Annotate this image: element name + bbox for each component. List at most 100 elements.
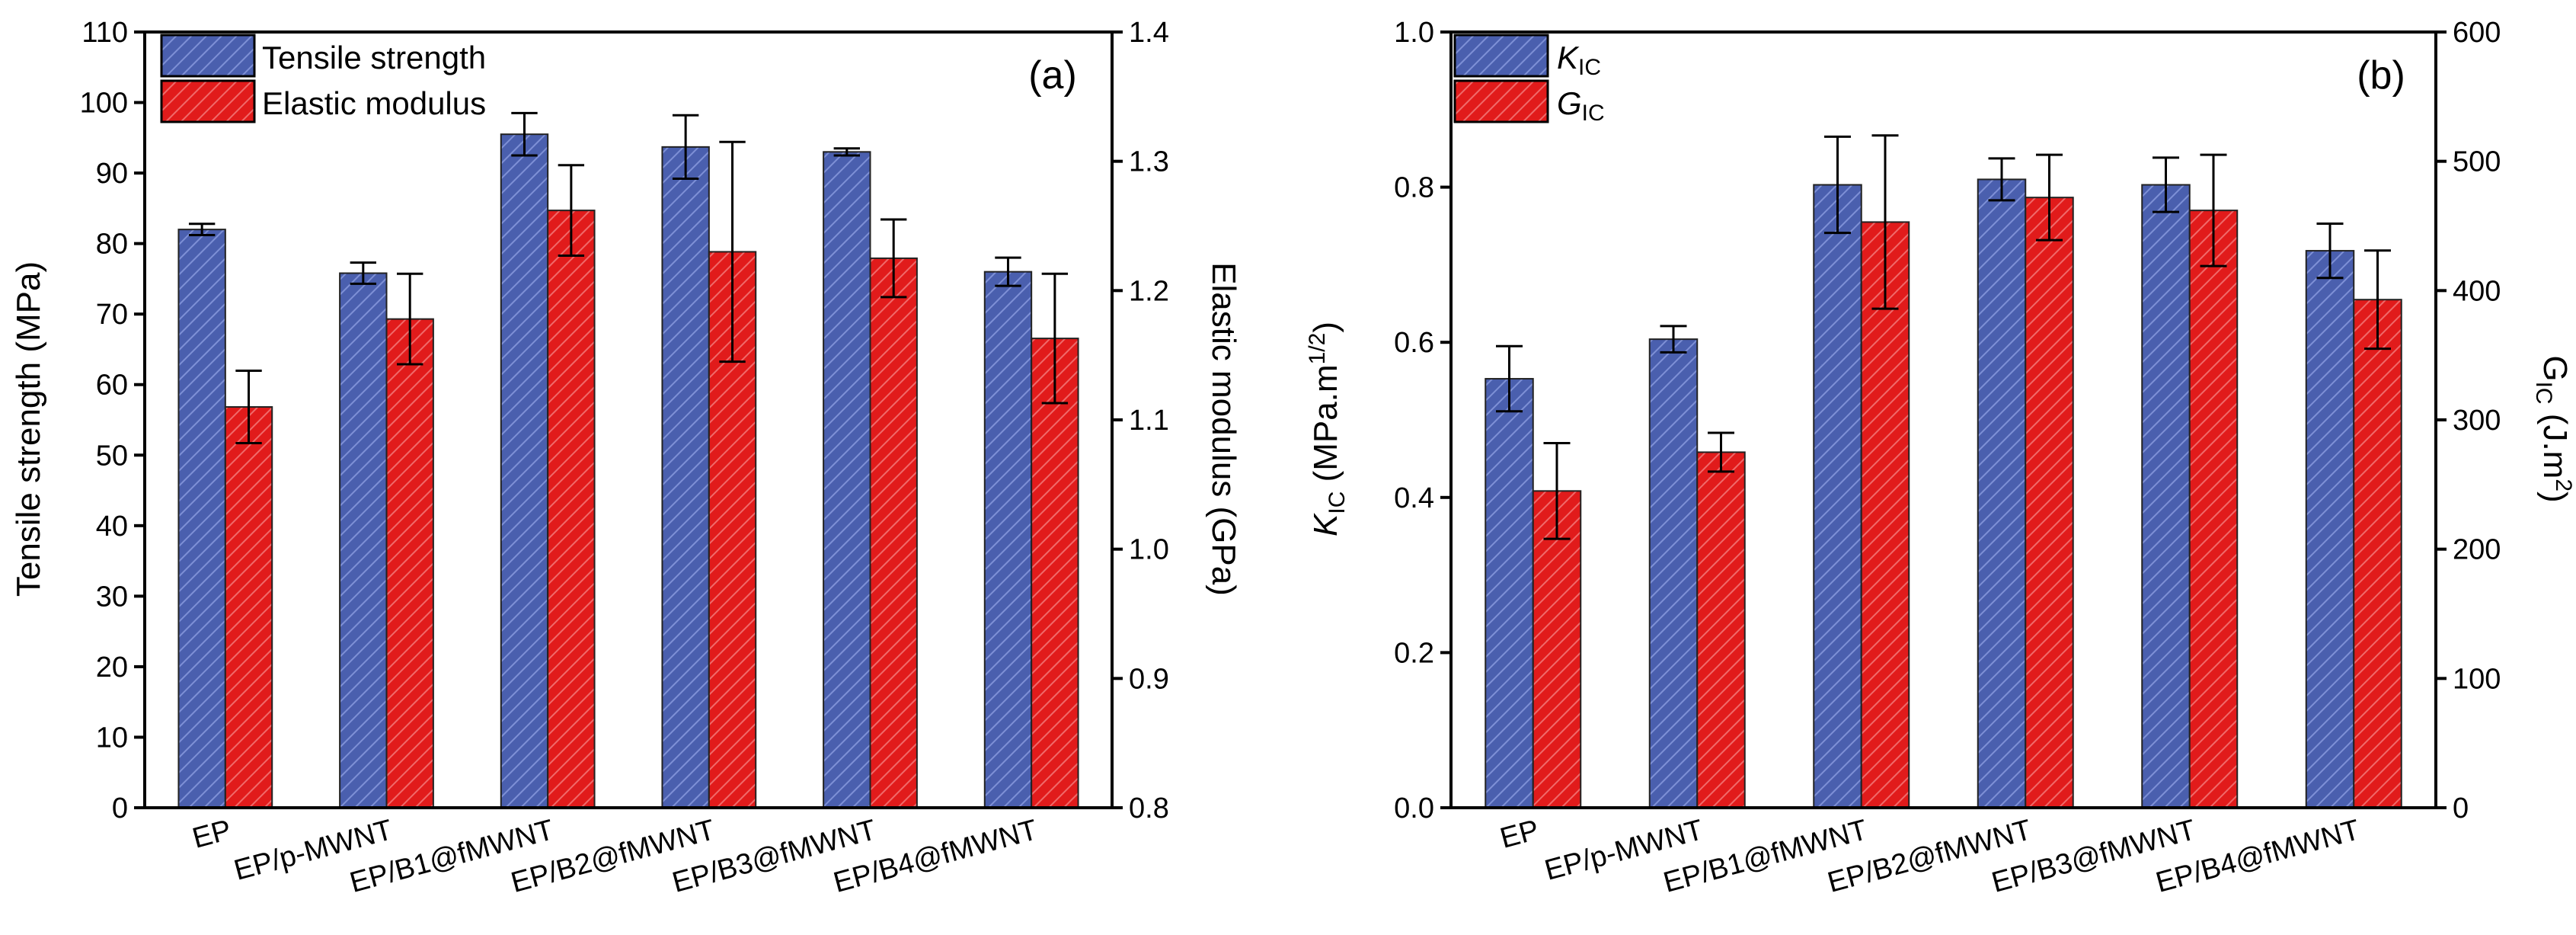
bar-g-1 <box>1696 451 1746 809</box>
right-tick-label: 1.0 <box>1129 534 1169 566</box>
bar-tensile-strength-0 <box>177 229 226 809</box>
right-tick-label: 300 <box>2453 405 2501 437</box>
error-bar <box>995 256 1021 287</box>
left-tick-label: 0.4 <box>1394 482 1434 514</box>
left-tick-label: 10 <box>96 722 128 754</box>
panel-b-legend: KIC GIC <box>1453 34 1605 126</box>
bar-k-1 <box>1648 338 1699 809</box>
legend-swatch-kic <box>1453 34 1549 78</box>
error-bar <box>558 164 585 258</box>
panel-a-left-axis-title: Tensile strength (MPa) <box>10 261 47 597</box>
bar-elastic-modulus-2 <box>547 210 596 809</box>
bar-k-4 <box>2141 184 2191 809</box>
panel-b-bars <box>1485 178 2402 809</box>
panel-b-left-axis-title: KIC (MPa.m1/2) <box>1305 322 1350 536</box>
error-bar <box>1496 344 1523 413</box>
bar-tensile-strength-5 <box>983 271 1033 809</box>
error-bar <box>2316 222 2344 280</box>
bar-elastic-modulus-0 <box>224 406 273 809</box>
bar-g-2 <box>1860 221 1910 809</box>
bar-g-3 <box>2025 197 2074 809</box>
left-tick-label: 40 <box>96 511 128 543</box>
left-tick-label: 0.2 <box>1394 637 1434 669</box>
legend-swatch-gic <box>1453 79 1549 123</box>
legend-label-tensile-strength: Tensile strength <box>262 40 486 75</box>
left-tick-label: 1.0 <box>1394 17 1434 49</box>
right-tick-label: 1.3 <box>1129 146 1169 178</box>
error-bar <box>672 114 699 180</box>
left-tick-label: 110 <box>81 17 128 49</box>
error-bar <box>1660 325 1687 354</box>
bar-g-4 <box>2188 210 2239 809</box>
panel-b-right-axis: 0 100 200 300 400 500 600 <box>2436 17 2501 825</box>
error-bar <box>2153 156 2180 213</box>
right-tick-label: 0.9 <box>1129 663 1169 695</box>
right-tick-label: 1.1 <box>1129 405 1169 437</box>
error-bar <box>1824 135 1852 235</box>
bar-g-5 <box>2353 299 2402 809</box>
panel-a-plot-frame <box>143 30 1114 809</box>
right-tick-label: 0.8 <box>1129 793 1169 825</box>
bar-tensile-strength-2 <box>500 133 549 809</box>
bar-elastic-modulus-4 <box>869 257 918 809</box>
error-bar <box>1041 272 1069 405</box>
left-tick-label: 100 <box>80 88 128 120</box>
error-bar <box>1988 157 2015 202</box>
panel-a-bars <box>177 133 1079 809</box>
error-bar <box>511 111 538 157</box>
error-bar <box>719 140 746 363</box>
right-tick-label: 100 <box>2453 663 2501 695</box>
error-bar <box>1707 431 1734 473</box>
left-tick-label: 30 <box>96 581 128 613</box>
error-bar <box>2035 153 2063 242</box>
bar-tensile-strength-4 <box>823 151 871 809</box>
right-tick-label: 600 <box>2453 17 2501 49</box>
panel-a-error-bars <box>188 111 1069 445</box>
left-tick-label: 20 <box>96 652 128 684</box>
panel-a-category-labels: EPEP/p-MWNTEP/B1@fMWNTEP/B2@fMWNTEP/B3@f… <box>189 814 1040 899</box>
bar-k-3 <box>1977 178 2027 809</box>
right-tick-label: 1.4 <box>1129 17 1169 49</box>
panel-a-legend: Tensile strength Elastic modulus <box>160 34 486 123</box>
legend-swatch-elastic-modulus <box>160 79 256 123</box>
left-tick-label: 0.8 <box>1394 172 1434 204</box>
left-tick-label: 0.6 <box>1394 327 1434 359</box>
right-tick-label: 400 <box>2453 275 2501 307</box>
right-tick-label: 0 <box>2453 793 2469 825</box>
left-tick-label: 60 <box>96 370 128 402</box>
error-bar <box>833 147 860 157</box>
error-bar <box>350 261 376 285</box>
panel-b-left-axis: 0.0 0.2 0.4 0.6 0.8 1.0 <box>1394 17 1451 825</box>
error-bar <box>1543 442 1571 540</box>
error-bar <box>188 223 216 237</box>
panel-b-plot-frame <box>1449 30 2437 809</box>
category-label: EP <box>189 814 235 855</box>
panel-b-chart: 0.0 0.2 0.4 0.6 0.8 1.0 0 100 200 300 400 500 600 E… <box>1305 17 2576 899</box>
error-bar <box>1871 134 1899 310</box>
left-tick-label: 50 <box>96 440 128 472</box>
legend-swatch-tensile-strength <box>160 34 256 78</box>
bar-g-0 <box>1532 490 1582 809</box>
legend-label-elastic-modulus: Elastic modulus <box>262 85 486 121</box>
left-tick-label: 0.0 <box>1394 793 1434 825</box>
panel-a-right-axis-title: Elastic modulus (GPa) <box>1205 262 1242 596</box>
error-bar <box>2200 153 2227 267</box>
panel-a-chart: 0 10 20 30 40 50 60 70 80 90 100 110 0.8 0.9 1.0 1.1 1.… <box>10 17 1242 899</box>
bar-elastic-modulus-1 <box>385 318 434 809</box>
panel-b-error-bars <box>1496 134 2391 540</box>
left-tick-label: 70 <box>96 299 128 331</box>
category-label: EP <box>1497 814 1542 855</box>
bar-k-5 <box>2305 250 2355 809</box>
panel-a-label: (a) <box>1028 53 1077 98</box>
left-tick-label: 80 <box>96 229 128 261</box>
legend-label-gic: GIC <box>1557 85 1605 126</box>
bar-tensile-strength-3 <box>661 146 710 809</box>
legend-label-kic: KIC <box>1557 40 1601 80</box>
panel-b-label: (b) <box>2357 53 2405 98</box>
left-tick-label: 90 <box>96 158 128 190</box>
right-tick-label: 500 <box>2453 146 2501 178</box>
panel-a-right-axis: 0.8 0.9 1.0 1.1 1.2 1.3 1.4 <box>1112 17 1169 825</box>
left-tick-label: 0 <box>112 793 128 825</box>
error-bar <box>881 218 907 299</box>
